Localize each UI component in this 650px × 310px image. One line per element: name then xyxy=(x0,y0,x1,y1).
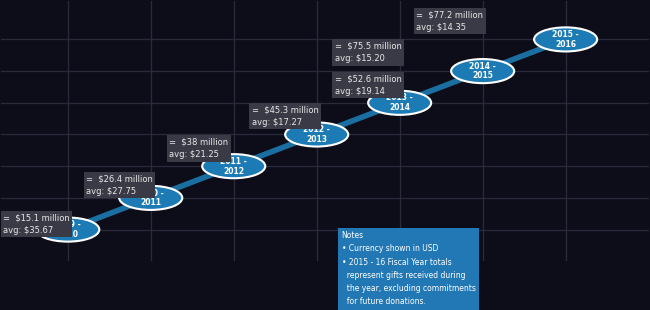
Circle shape xyxy=(451,59,514,83)
Circle shape xyxy=(119,186,182,210)
Text: =  $38 million
avg: $21.25: = $38 million avg: $21.25 xyxy=(169,138,228,159)
Text: 2014 -
2015: 2014 - 2015 xyxy=(469,62,496,81)
Text: Notes
• Currency shown in USD
• 2015 - 16 Fiscal Year totals
  represent gifts r: Notes • Currency shown in USD • 2015 - 1… xyxy=(342,231,475,306)
Text: 2011 -
2012: 2011 - 2012 xyxy=(220,157,247,175)
Text: 2009 -
2010: 2009 - 2010 xyxy=(55,220,81,239)
Text: =  $52.6 million
avg: $19.14: = $52.6 million avg: $19.14 xyxy=(335,74,402,96)
Text: 2010 -
2011: 2010 - 2011 xyxy=(137,188,164,207)
Circle shape xyxy=(534,27,597,51)
Text: =  $15.1 million
avg: $35.67: = $15.1 million avg: $35.67 xyxy=(3,213,70,235)
Text: =  $45.3 million
avg: $17.27: = $45.3 million avg: $17.27 xyxy=(252,105,319,127)
Text: 2015 -
2016: 2015 - 2016 xyxy=(552,30,579,49)
Text: 2013 -
2014: 2013 - 2014 xyxy=(386,93,413,112)
Circle shape xyxy=(36,218,99,241)
Circle shape xyxy=(202,154,265,178)
Text: =  $77.2 million
avg: $14.35: = $77.2 million avg: $14.35 xyxy=(416,10,483,32)
Text: =  $26.4 million
avg: $27.75: = $26.4 million avg: $27.75 xyxy=(86,174,153,196)
Text: =  $75.5 million
avg: $15.20: = $75.5 million avg: $15.20 xyxy=(335,42,402,64)
Circle shape xyxy=(285,122,348,147)
Text: 2012 -
2013: 2012 - 2013 xyxy=(304,125,330,144)
Circle shape xyxy=(368,91,431,115)
